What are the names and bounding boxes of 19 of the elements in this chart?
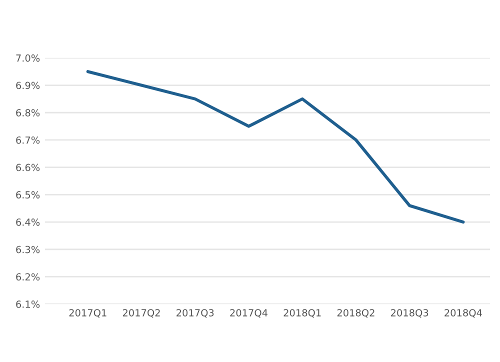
y-tick-label: 7.0% xyxy=(16,54,40,62)
y-tick-label: 6.3% xyxy=(16,246,40,254)
x-tick-label: 2017Q2 xyxy=(122,309,160,318)
y-tick-label: 6.2% xyxy=(16,273,40,281)
y-tick-label: 6.5% xyxy=(16,191,40,199)
line-series xyxy=(86,70,465,224)
y-tick-label: 6.7% xyxy=(16,136,40,144)
y-tick-label: 6.9% xyxy=(16,82,40,90)
y-tick-label: 6.4% xyxy=(16,218,40,226)
x-tick-label: 2018Q4 xyxy=(444,309,482,318)
y-tick-label: 6.8% xyxy=(16,109,40,116)
x-tick-label: 2017Q4 xyxy=(230,309,268,318)
x-tick-label: 2017Q1 xyxy=(69,309,106,318)
y-tick-label: 6.1% xyxy=(16,300,40,308)
x-tick-label: 2017Q3 xyxy=(176,309,214,318)
y-tick-label: 6.6% xyxy=(16,164,40,172)
x-tick-label: 2018Q3 xyxy=(391,309,428,318)
x-tick-label: 2018Q2 xyxy=(337,309,374,318)
x-tick-label: 2018Q1 xyxy=(284,309,321,318)
